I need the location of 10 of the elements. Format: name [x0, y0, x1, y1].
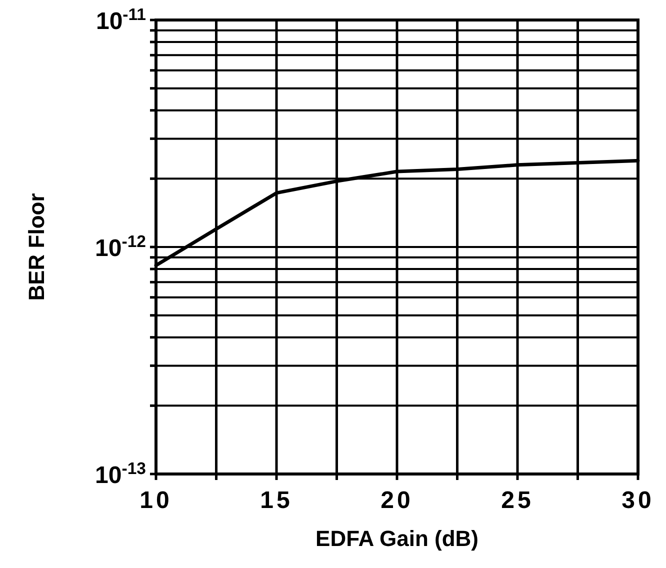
x-tick-label: 15: [260, 487, 293, 514]
y-axis-title: BER Floor: [24, 192, 49, 301]
x-axis-title: EDFA Gain (dB): [316, 526, 478, 551]
x-tick-label: 10: [140, 487, 172, 514]
x-tick-label: 20: [380, 487, 414, 514]
y-tick-label: 10$^{-13}$: [95, 458, 146, 489]
x-tick-label: 25: [501, 487, 534, 514]
x-tick-label: 30: [622, 487, 654, 514]
y-tick-label: 10$^{-11}$: [96, 4, 146, 35]
y-tick-label: 10$^{-12}$: [95, 232, 146, 262]
